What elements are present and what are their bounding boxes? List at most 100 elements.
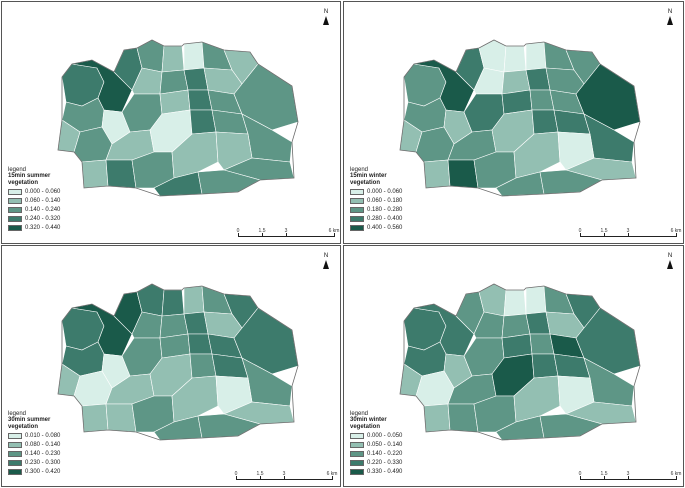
- legend-item: 0.230 - 0.300: [8, 458, 60, 467]
- legend-swatch: [8, 224, 22, 231]
- legend-item: 0.060 - 0.180: [350, 196, 402, 205]
- scale-label: 1.5: [258, 228, 266, 234]
- legend-subtitle: 15min winter: [350, 173, 387, 179]
- legend-swatch: [350, 206, 364, 213]
- map-panel-15min-summer: N legend 15min summer vegetation 0.000 -…: [1, 1, 341, 244]
- map-region: [525, 41, 547, 71]
- map-region: [189, 353, 217, 379]
- scale-bar: 0 1.5 3 6 km: [234, 471, 337, 485]
- legend-variable: vegetation: [8, 180, 39, 186]
- legend-item: 0.330 - 0.490: [350, 467, 402, 476]
- choropleth-map: [57, 39, 299, 197]
- map-region: [503, 289, 527, 317]
- legend-variable: vegetation: [350, 180, 381, 186]
- map-region: [161, 45, 185, 73]
- legend-swatch: [8, 215, 22, 222]
- map-region: [531, 353, 559, 379]
- legend-swatch: [8, 459, 22, 466]
- legend-swatch: [350, 450, 364, 457]
- map-region: [447, 159, 479, 189]
- legend-swatch: [350, 188, 364, 195]
- map-region: [183, 41, 205, 71]
- legend-swatch: [350, 468, 364, 475]
- study-area-outline: [399, 39, 641, 197]
- scale-tick: [236, 476, 237, 480]
- scale-label: 3: [626, 471, 630, 477]
- scale-label: 3: [626, 228, 630, 234]
- map-region: [105, 403, 137, 433]
- scale-tick: [284, 476, 285, 480]
- legend-variable: vegetation: [350, 424, 381, 430]
- north-arrow-icon: N: [664, 253, 676, 269]
- scale-label: 3: [282, 471, 286, 477]
- map-panel-15min-winter: N legend 15min winter vegetation 0.000 -…: [343, 1, 684, 244]
- scale-label: 3: [284, 228, 288, 234]
- legend-swatch: [8, 432, 22, 439]
- legend-item: 0.080 - 0.140: [8, 440, 60, 449]
- legend-swatch: [8, 441, 22, 448]
- map-region: [183, 285, 205, 315]
- legend-item: 0.000 - 0.060: [8, 187, 60, 196]
- scale-bar: 0 1.5 3 6 km: [237, 228, 339, 242]
- map-region: [105, 159, 137, 189]
- legend-subtitle: 30min winter: [350, 417, 387, 423]
- legend-item: 0.000 - 0.050: [350, 431, 402, 440]
- legend-item: 0.320 - 0.440: [8, 223, 60, 232]
- map-region: [447, 403, 479, 433]
- legend-item: 0.220 - 0.330: [350, 458, 402, 467]
- north-arrow-icon: N: [664, 9, 676, 25]
- map-regions: [399, 39, 641, 197]
- scale-tick: [286, 233, 287, 237]
- legend-item: 0.140 - 0.240: [8, 205, 60, 214]
- scale-bar: 0 1.5 3 6 km: [578, 471, 681, 485]
- legend-item: 0.180 - 0.280: [350, 205, 402, 214]
- scale-tick: [262, 233, 263, 237]
- legend-title: legend: [8, 411, 27, 417]
- map-legend: legend 30min summer vegetation 0.010 - 0…: [8, 411, 60, 476]
- legend-swatch: [350, 215, 364, 222]
- scale-label: 6 km: [670, 471, 682, 477]
- legend-item: 0.140 - 0.230: [8, 449, 60, 458]
- map-panel-30min-winter: N legend 30min winter vegetation 0.000 -…: [343, 245, 684, 487]
- legend-swatch: [350, 459, 364, 466]
- scale-tick: [260, 476, 261, 480]
- scale-tick: [334, 233, 335, 237]
- legend-subtitle: 15min summer: [8, 173, 51, 179]
- scale-tick: [628, 233, 629, 237]
- study-area-outline: [399, 283, 641, 441]
- legend-item: 0.000 - 0.060: [350, 187, 402, 196]
- map-regions: [57, 39, 299, 197]
- map-regions: [57, 283, 299, 441]
- scale-label: 1.5: [600, 228, 608, 234]
- scale-bar: 0 1.5 3 6 km: [579, 228, 681, 242]
- legend-swatch: [8, 197, 22, 204]
- choropleth-map: [57, 283, 299, 441]
- legend-swatch: [350, 441, 364, 448]
- legend-title: legend: [8, 167, 27, 173]
- map-region: [81, 403, 109, 433]
- legend-swatch: [350, 432, 364, 439]
- legend-swatch: [8, 188, 22, 195]
- legend-swatch: [350, 197, 364, 204]
- legend-title: legend: [350, 411, 369, 417]
- north-arrow-icon: N: [320, 9, 332, 25]
- scale-label: 6 km: [328, 228, 340, 234]
- scale-tick: [676, 476, 677, 480]
- legend-variable: vegetation: [8, 424, 39, 430]
- legend-swatch: [350, 224, 364, 231]
- scale-tick: [604, 233, 605, 237]
- scale-tick: [604, 476, 605, 480]
- map-region: [161, 289, 185, 317]
- legend-swatch: [8, 450, 22, 457]
- scale-label: 0: [578, 471, 582, 477]
- scale-label: 1.5: [600, 471, 608, 477]
- scale-tick: [580, 233, 581, 237]
- legend-swatch: [8, 468, 22, 475]
- legend-swatch: [8, 206, 22, 213]
- map-panel-30min-summer: N legend 30min summer vegetation 0.010 -…: [1, 245, 341, 487]
- scale-label: 1.5: [256, 471, 264, 477]
- map-region: [503, 45, 527, 73]
- legend-item: 0.010 - 0.080: [8, 431, 60, 440]
- scale-label: 0: [234, 471, 238, 477]
- legend-item: 0.240 - 0.320: [8, 214, 60, 223]
